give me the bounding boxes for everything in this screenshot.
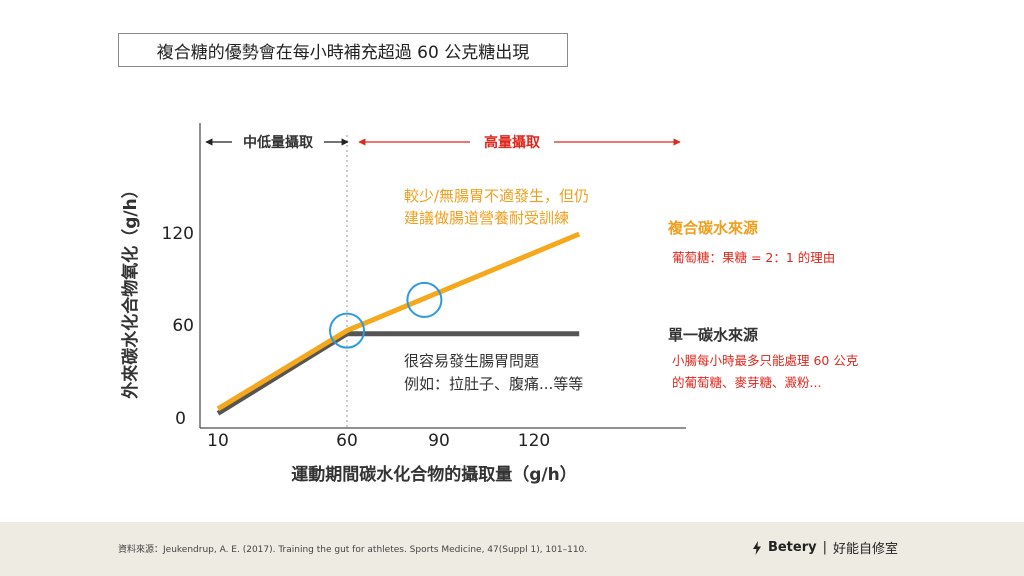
y-tick-label: 0 — [175, 409, 186, 429]
y-axis-title: 外來碳水化合物氧化（g/h） — [120, 181, 141, 398]
single-note-line: 例如：拉肚子、腹痛...等等 — [404, 375, 583, 393]
page-title-text: 複合糖的優勢會在每小時補充超過 60 公克糖出現 — [156, 42, 530, 63]
single-note-line: 很容易發生腸胃問題 — [404, 352, 539, 370]
single-reason-line: 的葡萄糖、麥芽糖、澱粉... — [672, 375, 821, 390]
y-tick-label: 120 — [162, 224, 194, 244]
footer: 資料來源：Jeukendrup, A. E. (2017). Training … — [0, 522, 1024, 576]
brand: Betery | 好能自修室 — [752, 538, 898, 557]
single-reason-line: 小腸每小時最多只能處理 60 公克 — [672, 353, 858, 368]
brand-name: Betery — [767, 540, 817, 555]
low-region-label: 中低量攝取 — [243, 134, 314, 151]
high-region-label: 高量攝取 — [484, 134, 541, 151]
x-axis-title: 運動期間碳水化合物的攝取量（g/h） — [291, 464, 576, 485]
series-line-multi — [216, 231, 581, 411]
multi-reason: 葡萄糖：果糖 = 2：1 的理由 — [672, 250, 835, 265]
x-tick-label: 10 — [207, 431, 229, 451]
multi-note-line: 建議做腸道營養耐受訓練 — [404, 209, 569, 227]
multi-series-label: 複合碳水來源 — [667, 219, 758, 237]
bolt-icon — [752, 540, 761, 555]
multi-note-line: 較少/無腸胃不適發生，但仍 — [404, 187, 589, 205]
highlight-circle — [406, 281, 443, 318]
single-series-label: 單一碳水來源 — [668, 326, 758, 344]
chart: 中低量攝取 高量攝取 0 60 120 10 60 90 120 運動期間碳水化… — [120, 123, 858, 485]
x-tick-label: 60 — [336, 431, 358, 451]
brand-name-zh: 好能自修室 — [832, 542, 898, 557]
x-tick-label: 120 — [518, 431, 550, 451]
y-tick-label: 60 — [172, 316, 194, 336]
highlight-circle — [329, 312, 365, 349]
page-title: 複合糖的優勢會在每小時補充超過 60 公克糖出現 — [118, 33, 568, 67]
series-line-single — [216, 331, 580, 416]
source-citation: 資料來源：Jeukendrup, A. E. (2017). Training … — [118, 545, 588, 555]
x-tick-label: 90 — [428, 431, 450, 451]
brand-separator: | — [822, 540, 827, 555]
